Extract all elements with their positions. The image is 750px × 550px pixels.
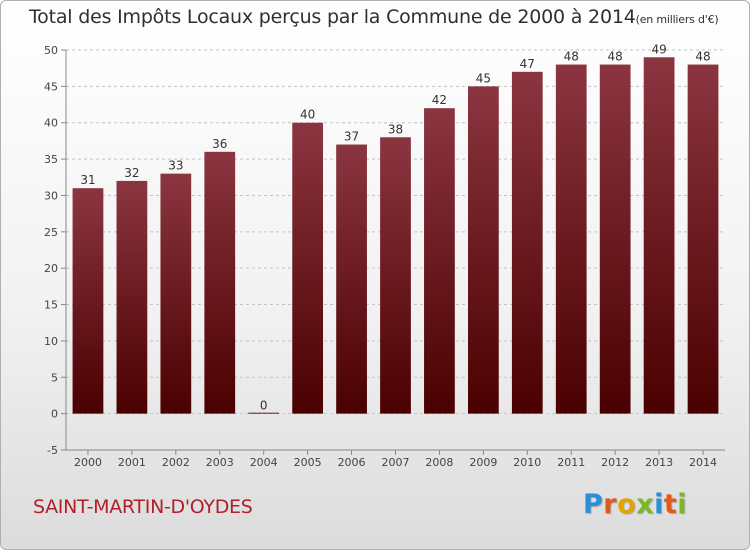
bar	[511, 71, 543, 414]
x-tick-label: 2011	[557, 456, 585, 469]
data-label: 48	[564, 50, 579, 64]
y-tick-label: -5	[47, 444, 58, 457]
data-label: 49	[651, 42, 666, 56]
logo-letter: x	[636, 489, 655, 520]
y-tick-label: 50	[44, 44, 58, 57]
data-label: 40	[300, 108, 315, 122]
bar	[116, 180, 148, 414]
bar	[643, 57, 675, 414]
y-tick-label: 0	[51, 408, 58, 421]
x-tick-label: 2003	[206, 456, 234, 469]
bar	[380, 137, 411, 414]
y-tick-label: 35	[44, 153, 58, 166]
axes: -5 0 5 10 15 20 25 30 35 40 45 50 2000 2001 2002 2003 20…	[44, 44, 725, 469]
data-label: 37	[344, 130, 359, 144]
bar	[555, 64, 587, 414]
bar	[160, 173, 192, 414]
logo-letter: r	[603, 489, 618, 520]
data-label: 36	[212, 137, 227, 151]
logo-letter: o	[617, 489, 637, 520]
bar	[292, 122, 324, 414]
data-label: 48	[695, 50, 710, 64]
x-tick-label: 2001	[118, 456, 146, 469]
x-tick-label: 2007	[382, 456, 410, 469]
logo-letter: t	[663, 489, 678, 520]
logo-letter: i	[677, 489, 688, 520]
x-tick-label: 2010	[513, 456, 541, 469]
x-tick-label: 2008	[425, 456, 453, 469]
bar	[72, 188, 104, 414]
data-label: 33	[168, 159, 183, 173]
y-tick-label: 25	[44, 226, 58, 239]
bar	[336, 144, 367, 414]
y-tick-label: 30	[44, 189, 58, 202]
x-tick-label: 2014	[689, 456, 717, 469]
data-labels: 31 32 33 36 0 40 37 38 42 45 47 48 48 49 48	[80, 42, 710, 412]
chart-title-text: Total des Impôts Locaux perçus par la Co…	[29, 6, 636, 28]
x-tick-label: 2012	[601, 456, 629, 469]
y-tick-label: 5	[51, 371, 58, 384]
x-tick-label: 2013	[645, 456, 673, 469]
bar	[467, 86, 499, 414]
x-tick-label: 2006	[338, 456, 366, 469]
y-tick-label: 10	[44, 335, 58, 348]
chart-title: Total des Impôts Locaux perçus par la Co…	[29, 6, 719, 28]
x-tick-label: 2004	[250, 456, 278, 469]
logo-letter: i	[654, 489, 664, 520]
bar	[424, 108, 455, 414]
data-label: 45	[476, 71, 491, 85]
x-tick-label: 2002	[162, 456, 190, 469]
data-label: 42	[432, 93, 447, 107]
data-label: 0	[260, 399, 268, 413]
data-label: 47	[520, 57, 535, 71]
bars	[72, 57, 719, 414]
data-label: 48	[608, 50, 623, 64]
y-tick-label: 40	[44, 117, 58, 130]
x-tick-label: 2009	[469, 456, 497, 469]
bar	[204, 151, 236, 414]
bar	[599, 64, 631, 414]
commune-name: SAINT-MARTIN-D'OYDES	[33, 496, 253, 518]
data-label: 32	[124, 166, 139, 180]
y-tick-label: 45	[44, 80, 58, 93]
x-tick-label: 2005	[294, 456, 322, 469]
proxiti-logo: Proxiti	[583, 489, 687, 520]
logo-letter: P	[583, 489, 604, 520]
chart-unit: (en milliers d'€)	[635, 13, 719, 26]
data-label: 31	[80, 173, 95, 187]
x-tick-label: 2000	[74, 456, 102, 469]
data-label: 38	[388, 122, 403, 136]
y-tick-label: 20	[44, 262, 58, 275]
bar	[687, 64, 719, 414]
y-tick-label: 15	[44, 299, 58, 312]
bar	[248, 412, 280, 414]
